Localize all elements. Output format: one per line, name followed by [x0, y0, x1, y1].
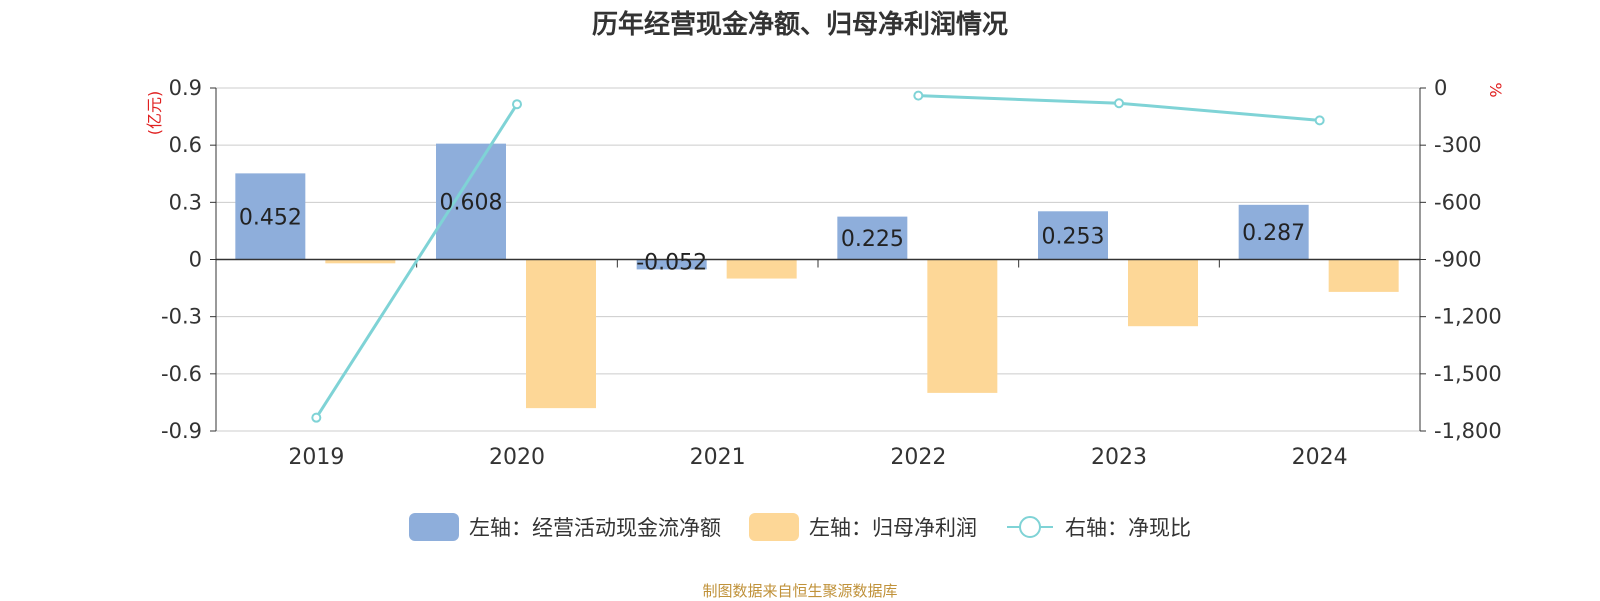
legend-swatch-net-profit [749, 513, 799, 541]
data-label: 0.452 [239, 205, 302, 230]
legend-item-net-profit[interactable]: 左轴：归母净利润 [749, 512, 977, 542]
legend-item-ratio[interactable]: 右轴：净现比 [1005, 512, 1191, 542]
left-tick-label: 0.6 [169, 133, 202, 157]
data-label: 0.287 [1242, 221, 1305, 246]
bar-cashflow [1238, 204, 1309, 260]
legend-label-ratio: 右轴：净现比 [1065, 516, 1191, 540]
ratio-point [311, 412, 322, 423]
right-tick-label: -1,800 [1434, 419, 1502, 443]
axes: 0.9 0 0.6 -300 0.3 -600 0 -900 -0.3 -1,200 -0.6 -1,… [145, 76, 1505, 470]
bars [235, 143, 1399, 409]
right-tick-label: -300 [1434, 133, 1482, 157]
legend-label-cashflow: 左轴：经营活动现金流净额 [469, 516, 721, 540]
ratio-line-segment [315, 103, 519, 419]
right-tick-label: 0 [1434, 76, 1447, 100]
data-label: 0.225 [841, 227, 904, 252]
bar-cashflow [837, 216, 908, 260]
x-tick-label: 2023 [1091, 445, 1147, 470]
data-label: 0.608 [440, 191, 503, 216]
bar-cashflow [235, 173, 306, 260]
source-note: 制图数据来自恒生聚源数据库 [702, 582, 898, 600]
x-tick-label: 2022 [890, 445, 946, 470]
right-tick-label: -900 [1434, 248, 1482, 272]
bar-net-profit [927, 259, 998, 393]
x-tick-label: 2024 [1292, 445, 1348, 470]
bar-net-profit [1128, 259, 1198, 327]
left-tick-label: 0.3 [169, 190, 202, 214]
ratio-point [1114, 98, 1124, 109]
legend-item-cashflow[interactable]: 左轴：经营活动现金流净额 [409, 512, 721, 542]
x-tick-label: 2020 [489, 445, 545, 470]
bar-net-profit [1328, 259, 1399, 292]
left-tick-label: 0 [189, 248, 202, 272]
data-label: 0.253 [1042, 224, 1105, 249]
ratio-point [1314, 115, 1325, 126]
right-tick-label: -1,500 [1434, 362, 1502, 386]
bar-cashflow [1038, 211, 1108, 260]
legend-label-net-profit: 左轴：归母净利润 [809, 516, 977, 540]
left-tick-label: -0.9 [161, 419, 202, 443]
bar-cashflow [636, 259, 707, 270]
bar-cashflow [436, 143, 506, 260]
left-tick-label: -0.6 [161, 362, 202, 386]
ratio-point [913, 90, 924, 101]
x-tick-label: 2019 [288, 445, 344, 470]
bar-net-profit [526, 259, 596, 409]
right-tick-label: -600 [1434, 190, 1482, 214]
x-tick-label: 2021 [690, 445, 746, 470]
bar-net-profit [726, 259, 797, 279]
data-labels: 0.452 0.608 -0.052 0.225 0.253 0.287 [239, 191, 1305, 276]
data-label: -0.052 [636, 251, 707, 276]
legend-line-icon [1007, 516, 1053, 538]
chart-title: 历年经营现金净额、归母净利润情况 [591, 10, 1008, 40]
ratio-point [512, 99, 522, 110]
ratio-line [311, 90, 1325, 423]
left-axis-unit: (亿元) [145, 91, 164, 136]
right-tick-label: -1,200 [1434, 305, 1502, 329]
legend: 左轴：经营活动现金流净额 左轴：归母净利润 右轴：净现比 [0, 512, 1600, 542]
left-tick-label: 0.9 [169, 76, 202, 100]
legend-swatch-cashflow [409, 513, 459, 541]
left-tick-label: -0.3 [161, 305, 202, 329]
right-axis-unit: % [1486, 82, 1505, 97]
bar-net-profit [325, 259, 396, 264]
